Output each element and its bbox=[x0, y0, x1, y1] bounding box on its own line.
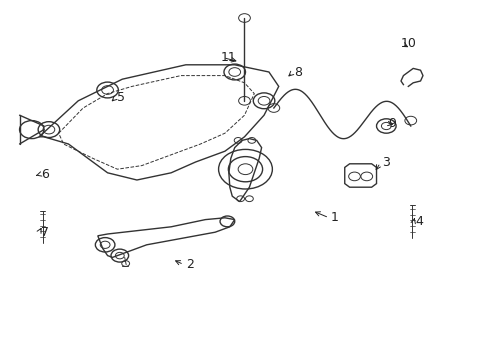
Text: 5: 5 bbox=[117, 91, 125, 104]
Text: 9: 9 bbox=[387, 117, 395, 130]
Text: 2: 2 bbox=[185, 258, 193, 271]
Text: 6: 6 bbox=[41, 168, 49, 181]
Text: 8: 8 bbox=[294, 66, 302, 79]
Text: 4: 4 bbox=[415, 215, 423, 228]
Text: 1: 1 bbox=[330, 211, 338, 224]
Text: 3: 3 bbox=[382, 156, 389, 169]
Text: 10: 10 bbox=[400, 37, 415, 50]
Text: 7: 7 bbox=[41, 226, 49, 239]
Text: 11: 11 bbox=[221, 51, 236, 64]
